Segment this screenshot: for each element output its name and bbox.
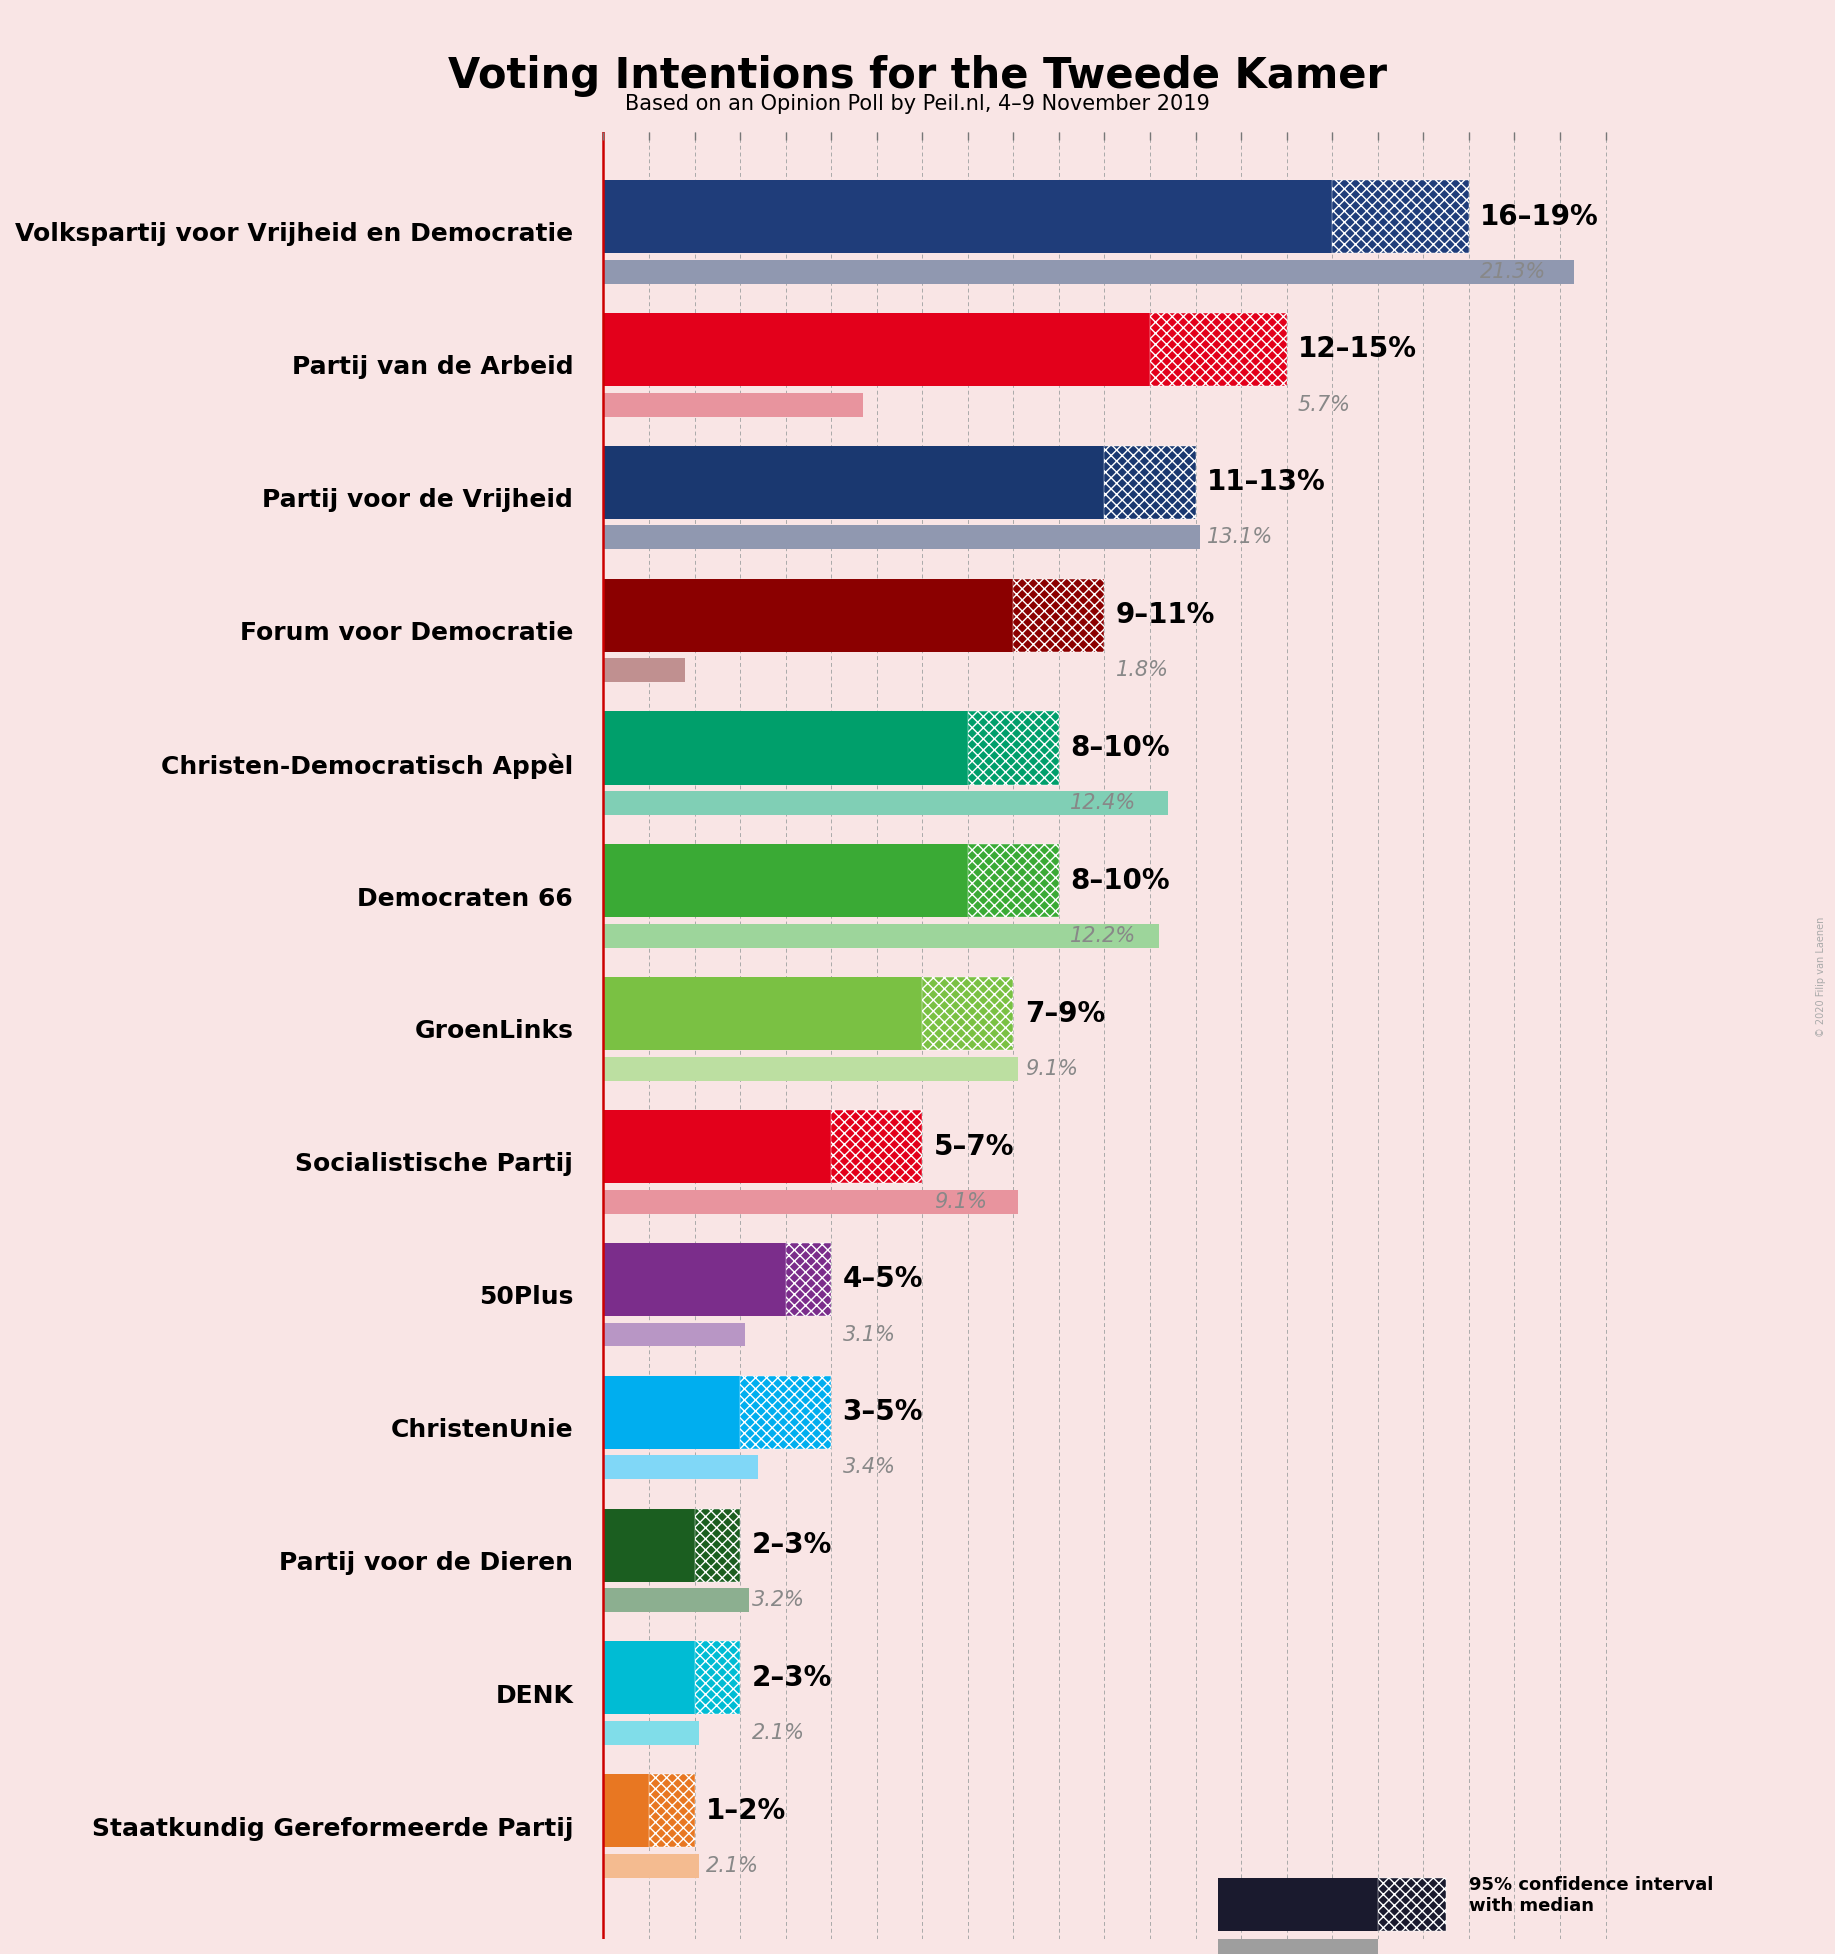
Text: 12–15%: 12–15%	[1297, 336, 1417, 363]
Text: 13.1%: 13.1%	[1207, 528, 1273, 547]
Text: 21.3%: 21.3%	[1481, 262, 1547, 281]
Text: © 2020 Filip van Laenen: © 2020 Filip van Laenen	[1817, 916, 1826, 1038]
Text: 7–9%: 7–9%	[1024, 1000, 1105, 1028]
Text: 11–13%: 11–13%	[1207, 469, 1325, 496]
Bar	[604, 1376, 740, 1448]
Bar	[650, 1774, 695, 1847]
Bar	[604, 526, 1200, 549]
Bar	[831, 1110, 923, 1182]
Bar	[695, 1641, 740, 1714]
Bar	[604, 1110, 831, 1182]
Text: 3.2%: 3.2%	[752, 1591, 804, 1610]
Bar	[604, 1508, 695, 1581]
Bar	[604, 1243, 785, 1315]
Bar	[740, 1376, 831, 1448]
Text: 2.1%: 2.1%	[752, 1723, 804, 1743]
Text: 9–11%: 9–11%	[1116, 602, 1215, 629]
Text: 1.8%: 1.8%	[1116, 660, 1169, 680]
Text: Based on an Opinion Poll by Peil.nl, 4–9 November 2019: Based on an Opinion Poll by Peil.nl, 4–9…	[626, 94, 1209, 113]
Text: 3.4%: 3.4%	[842, 1458, 895, 1477]
Text: 8–10%: 8–10%	[1070, 735, 1171, 762]
Text: 3.1%: 3.1%	[842, 1325, 895, 1344]
Bar	[604, 393, 862, 416]
Text: 12.4%: 12.4%	[1070, 793, 1136, 813]
Bar	[604, 658, 686, 682]
Text: 1–2%: 1–2%	[706, 1798, 785, 1825]
Bar	[695, 1508, 740, 1581]
Bar	[1151, 313, 1286, 387]
Bar	[1105, 446, 1196, 520]
Bar	[604, 844, 967, 916]
Bar	[604, 791, 1169, 815]
Text: 2–3%: 2–3%	[752, 1532, 831, 1559]
Text: Voting Intentions for the Tweede Kamer: Voting Intentions for the Tweede Kamer	[448, 55, 1387, 96]
Text: 12.2%: 12.2%	[1070, 926, 1136, 946]
Bar	[604, 180, 1332, 254]
Bar	[604, 1589, 749, 1612]
Bar	[604, 313, 1151, 387]
Text: 2.1%: 2.1%	[706, 1856, 760, 1876]
Bar	[604, 260, 1574, 283]
Bar	[604, 1323, 745, 1346]
Text: 2–3%: 2–3%	[752, 1665, 831, 1692]
Text: 5–7%: 5–7%	[934, 1133, 1015, 1161]
Text: 9.1%: 9.1%	[1024, 1059, 1077, 1079]
Text: 95% confidence interval
with median: 95% confidence interval with median	[1468, 1876, 1714, 1915]
Bar	[1013, 578, 1105, 653]
Bar	[604, 446, 1105, 520]
Bar	[604, 1721, 699, 1745]
Text: 5.7%: 5.7%	[1297, 395, 1351, 414]
Bar	[604, 578, 1013, 653]
Bar	[785, 1243, 831, 1315]
Text: 9.1%: 9.1%	[934, 1192, 987, 1211]
Bar	[967, 844, 1059, 916]
Bar	[604, 1774, 650, 1847]
Bar	[1332, 180, 1468, 254]
Bar	[604, 1057, 1018, 1081]
Bar	[604, 1190, 1018, 1213]
Bar	[604, 924, 1160, 948]
Bar	[967, 711, 1059, 786]
Bar	[604, 977, 923, 1049]
Bar	[604, 1456, 758, 1479]
Text: 4–5%: 4–5%	[842, 1266, 923, 1294]
Text: 8–10%: 8–10%	[1070, 868, 1171, 895]
Bar	[604, 1641, 695, 1714]
Text: 16–19%: 16–19%	[1481, 203, 1598, 231]
Bar	[604, 711, 967, 786]
Text: 3–5%: 3–5%	[842, 1399, 923, 1426]
Bar	[604, 1854, 699, 1878]
Bar	[923, 977, 1013, 1049]
